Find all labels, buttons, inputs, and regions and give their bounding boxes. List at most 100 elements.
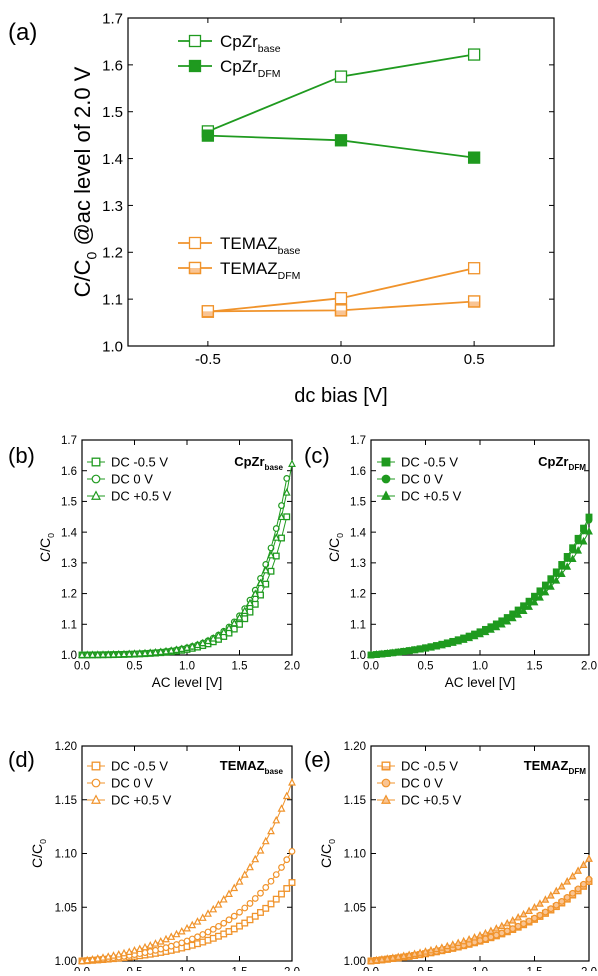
data-point: [492, 924, 501, 932]
legend-marker: [381, 457, 391, 467]
data-point: [272, 895, 280, 903]
y-tick-label: 1.15: [344, 795, 366, 807]
data-point-outline: [201, 305, 215, 318]
data-point: [241, 615, 249, 623]
y-tick-label: 1.2: [61, 589, 77, 601]
data-point: [204, 909, 212, 917]
data-point: [467, 151, 481, 164]
series-line: [81, 478, 288, 656]
data-point: [257, 909, 264, 916]
data-point: [135, 649, 144, 657]
legend-entry: DC +0.5 V: [87, 489, 172, 504]
series-3: [201, 295, 481, 318]
legend-marker: [381, 794, 391, 804]
data-point: [508, 613, 517, 622]
data-point: [251, 600, 259, 608]
y-tick-label: 1.00: [55, 956, 77, 968]
data-point: [520, 920, 527, 928]
data-point: [574, 866, 583, 874]
legend-marker: [381, 474, 391, 484]
data-point: [225, 916, 233, 924]
data-point: [198, 638, 207, 647]
data-point: [125, 649, 134, 658]
legend-entry: TEMAZDFM: [178, 259, 300, 282]
y-axis-label: C/C0: [326, 533, 345, 562]
data-point: [585, 516, 593, 524]
panel-title-sub: DFM: [568, 767, 586, 776]
data-point: [125, 947, 134, 956]
y-axis-label-part: 0: [84, 251, 100, 259]
y-axis-label-sub: 0: [38, 839, 48, 844]
data-point: [514, 913, 523, 921]
data-point: [487, 933, 495, 941]
y-axis-label: C/C0: [29, 839, 48, 868]
data-point: [416, 644, 424, 653]
data-point: [246, 598, 254, 607]
data-point: [399, 647, 408, 655]
data-point: [552, 901, 560, 909]
legend-label-sub: DFM: [278, 270, 301, 282]
data-point: [437, 640, 446, 649]
x-axis-label: dc bias [V]: [294, 385, 387, 407]
data-point: [177, 644, 186, 652]
data-point: [558, 563, 566, 570]
legend-entry: DC +0.5 V: [377, 489, 462, 504]
panel-title: CpZrbase: [234, 454, 283, 472]
x-tick-label: 0.5: [418, 661, 434, 673]
data-point: [421, 947, 430, 955]
data-point: [536, 593, 544, 601]
panel-title-sub: DFM: [568, 463, 586, 472]
panel-title-main: TEMAZ: [220, 758, 265, 773]
y-tick-label: 1.1: [61, 619, 77, 631]
data-point: [262, 884, 270, 891]
y-tick-label: 1.1: [102, 292, 123, 309]
x-axis-label: AC level [V]: [445, 675, 516, 690]
data-point: [230, 618, 239, 627]
data-point: [246, 862, 254, 871]
y-tick-label: 1.3: [102, 198, 123, 215]
data-point: [236, 908, 243, 916]
data-point: [288, 847, 296, 855]
data-point: [481, 627, 490, 636]
series-2: [367, 854, 593, 965]
data-point: [574, 546, 583, 554]
y-axis-label: C/C0: [318, 839, 337, 868]
data-point: [443, 639, 452, 648]
data-point: [470, 631, 479, 640]
data-point: [198, 913, 207, 921]
data-point: [130, 649, 139, 657]
data-point: [83, 955, 92, 964]
data-point: [204, 928, 212, 936]
y-tick-label: 1.20: [55, 741, 77, 753]
data-point: [151, 647, 160, 656]
data-point: [225, 623, 233, 632]
y-tick-label: 1.10: [344, 849, 366, 861]
panel-d: 0.00.51.01.52.01.001.051.101.151.20(d)AC…: [8, 741, 300, 976]
y-axis-label-main: C/C: [29, 844, 45, 868]
y-axis-label-sub: 0: [335, 533, 345, 538]
data-point: [177, 926, 186, 935]
data-point: [267, 826, 275, 835]
data-point: [432, 642, 441, 650]
data-point: [251, 895, 259, 902]
y-tick-label: 1.5: [61, 497, 77, 509]
data-point: [114, 950, 123, 958]
x-tick-label: 0.0: [363, 661, 379, 673]
data-point: [546, 582, 555, 590]
data-point: [498, 929, 506, 937]
data-point: [209, 904, 218, 913]
legend-marker: [91, 490, 101, 500]
data-point: [167, 932, 176, 940]
legend-entry: DC -0.5 V: [87, 759, 168, 774]
data-point: [283, 513, 291, 521]
data-point: [525, 906, 533, 915]
panel-label: (d): [8, 747, 35, 772]
x-tick-label: 0.5: [127, 661, 143, 673]
data-point: [514, 610, 523, 618]
legend-label-sub: DFM: [258, 68, 281, 80]
legend-marker: [91, 474, 101, 484]
x-tick-label: 0.0: [74, 661, 90, 673]
data-point: [246, 900, 254, 907]
data-point: [552, 570, 560, 578]
panel-title-main: CpZr: [538, 454, 568, 469]
